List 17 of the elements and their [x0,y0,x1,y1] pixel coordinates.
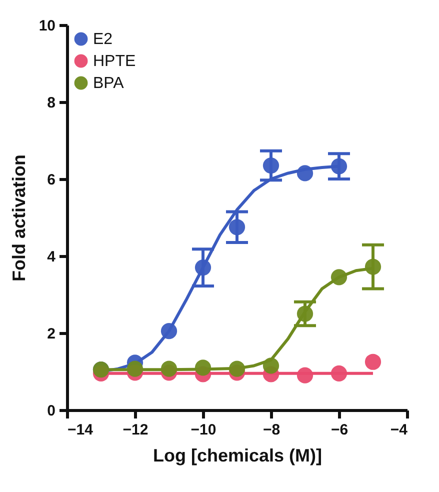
y-tick-label: 4 [47,248,56,266]
y-tick-label: 0 [47,402,56,420]
x-tick-label: −10 [190,422,216,438]
x-tick-label: −14 [68,422,94,438]
x-tick-label: −6 [330,422,348,438]
legend-label: BPA [93,75,124,92]
legend-label: HPTE [93,53,136,70]
x-tick-label: −4 [390,422,408,438]
y-tick-label: 6 [47,172,56,188]
y-tick-label: 10 [38,18,56,34]
y-axis-title: Fold activation [8,154,29,282]
x-axis-title: Log [chemicals (M)] [152,446,322,466]
y-tick-label: 8 [47,94,56,112]
y-tick-label: 2 [47,326,56,342]
x-tick-label: −8 [262,422,280,438]
legend-label: E2 [93,31,113,48]
x-tick-label: −12 [122,422,148,438]
